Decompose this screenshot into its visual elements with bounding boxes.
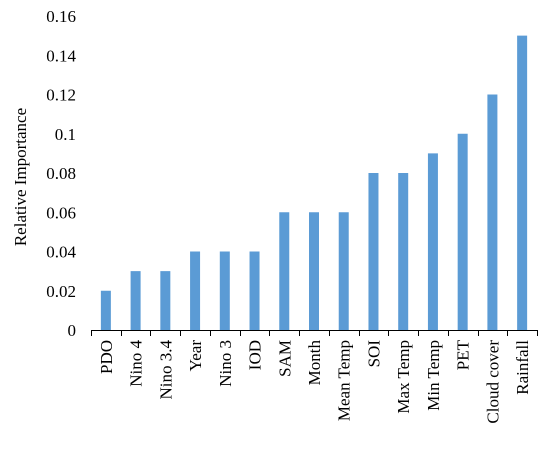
x-category-label: Nino 4 <box>127 340 146 387</box>
y-tick-label: 0.02 <box>46 282 76 301</box>
x-category-label: Cloud cover <box>483 340 502 424</box>
x-category-label: PET <box>454 339 473 370</box>
x-category-label: Mean Temp <box>335 340 354 421</box>
bar <box>130 271 141 330</box>
bar <box>249 251 260 330</box>
bar <box>368 173 379 330</box>
bar <box>190 251 201 330</box>
x-category-label: IOD <box>246 340 265 370</box>
bar <box>487 94 498 330</box>
y-axis-title: Relative Importance <box>11 108 30 246</box>
x-category-label: Year <box>186 340 205 372</box>
bar <box>219 251 230 330</box>
x-category-label: Max Temp <box>394 340 413 414</box>
y-tick-label: 0.14 <box>46 46 76 65</box>
bar <box>398 173 409 330</box>
bar <box>160 271 171 330</box>
x-category-label: Rainfall <box>513 340 532 395</box>
bar <box>457 133 468 330</box>
y-axis-ticks: 0 0.02 0.04 0.06 0.08 0.1 0.12 0.14 0.16 <box>46 7 76 340</box>
x-category-label: Min Temp <box>424 340 443 411</box>
x-category-label: Nino 3.4 <box>156 340 175 400</box>
y-tick-label: 0 <box>68 321 77 340</box>
bar <box>100 290 111 330</box>
x-category-label: PDO <box>97 340 116 374</box>
y-tick-label: 0.08 <box>46 164 76 183</box>
x-axis-labels: PDO Nino 4 Nino 3.4 Year Nino 3 IOD SAM Month Me… <box>97 339 532 423</box>
x-category-label: Nino 3 <box>216 340 235 387</box>
x-axis <box>91 330 538 336</box>
x-category-label: SAM <box>275 340 294 377</box>
y-tick-label: 0.12 <box>46 86 76 105</box>
bar <box>309 212 319 330</box>
bar <box>517 35 528 330</box>
bar <box>427 153 438 330</box>
x-category-label: SOI <box>364 340 383 368</box>
bars <box>100 35 528 330</box>
y-tick-label: 0.04 <box>46 243 76 262</box>
bar <box>279 212 290 330</box>
bar <box>338 212 349 330</box>
y-tick-label: 0.1 <box>55 125 76 144</box>
x-category-label: Month <box>305 340 324 386</box>
y-tick-label: 0.06 <box>46 203 76 222</box>
y-tick-label: 0.16 <box>46 7 76 26</box>
